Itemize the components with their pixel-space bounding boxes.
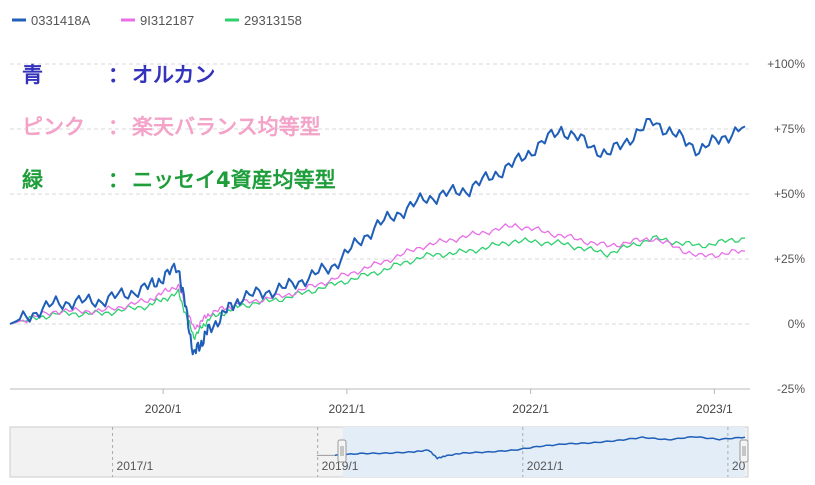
series-line-29313158[interactable] xyxy=(9,235,746,340)
x-tick-label: 2020/1 xyxy=(145,402,182,416)
x-tick-label: 2021/1 xyxy=(329,402,366,416)
y-axis-ticks: +100% +75% +50% +25% 0% -25% xyxy=(767,57,805,396)
x-axis-ticks: 2020/1 2021/1 2022/1 2023/1 xyxy=(145,389,733,416)
annotation-2-label: ピンク xyxy=(22,115,85,139)
y-tick-label: 0% xyxy=(788,317,806,331)
annotation-1-label: 青 xyxy=(22,63,43,87)
legend-label-3[interactable]: 29313158 xyxy=(244,13,302,28)
annotation-1-sep: ： xyxy=(108,63,129,87)
navigator-series-line xyxy=(334,435,746,460)
x-tick-label: 2023/1 xyxy=(696,402,733,416)
gridlines xyxy=(10,63,750,325)
annotation-3-text: ニッセイ4資産均等型 xyxy=(132,168,336,192)
series-line-0331418A[interactable] xyxy=(9,118,746,356)
navigator-handle-left[interactable] xyxy=(337,439,347,463)
y-tick-label: +25% xyxy=(774,252,805,266)
legend-label-1[interactable]: 0331418A xyxy=(31,13,91,28)
annotation-2: ピンク ： 楽天バランス均等型 xyxy=(22,115,321,139)
navigator-label: 2021/1 xyxy=(527,459,564,473)
series-line-9I312187[interactable] xyxy=(9,223,746,330)
annotation-2-text: 楽天バランス均等型 xyxy=(132,115,321,139)
navigator-ticks: 2017/1 2019/1 2021/1 20 xyxy=(112,427,746,477)
annotation-2-sep: ： xyxy=(108,115,129,139)
navigator[interactable]: 2017/1 2019/1 2021/1 20 xyxy=(9,426,749,478)
y-tick-label: -25% xyxy=(777,382,805,396)
annotation-1: 青 ： オルカン xyxy=(22,63,215,87)
annotation-3: 緑 ： ニッセイ4資産均等型 xyxy=(22,168,336,192)
navigator-handle-right[interactable] xyxy=(739,439,749,463)
legend-label-2[interactable]: 9I312187 xyxy=(140,13,194,28)
annotation-1-text: オルカン xyxy=(132,63,215,87)
y-tick-label: +50% xyxy=(774,187,805,201)
y-tick-label: +100% xyxy=(767,57,805,71)
x-tick-label: 2022/1 xyxy=(512,402,549,416)
annotation-3-label: 緑 xyxy=(22,168,44,192)
series-group xyxy=(9,118,746,356)
legend: 0331418A 9I312187 29313158 xyxy=(12,13,302,28)
annotation-3-sep: ： xyxy=(108,168,129,192)
navigator-label: 2017/1 xyxy=(117,459,154,473)
navigator-label: 2019/1 xyxy=(322,459,359,473)
y-tick-label: +75% xyxy=(774,122,805,136)
